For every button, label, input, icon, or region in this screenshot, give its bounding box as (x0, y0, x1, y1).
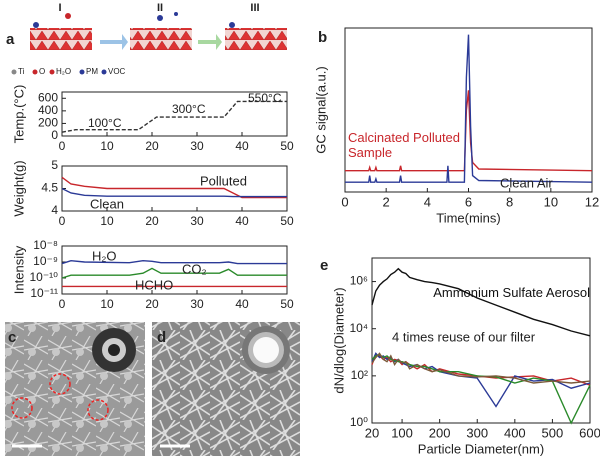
x-tick-label: 30 (190, 214, 204, 228)
series-line (345, 34, 593, 183)
legend-text: Ti (18, 67, 25, 76)
x-axis-label: Time(mins) (436, 210, 501, 225)
series-line (61, 267, 287, 279)
y-tick-label: 10⁻⁹ (33, 254, 58, 268)
y-tick-label: 4.5 (41, 181, 58, 195)
x-tick-label: 0 (59, 214, 66, 228)
legend-text: PM (86, 67, 98, 76)
panel-label: e (320, 257, 328, 274)
y-axis-label: Temp.(°C) (11, 85, 26, 144)
x-tick-label: 10 (100, 139, 114, 153)
x-axis-label: Particle Diameter(nm) (418, 441, 544, 456)
x-tick-label: 300 (466, 425, 488, 440)
label-box: Ammonium Sulfate Aerosol (433, 285, 590, 300)
schematic (11, 12, 287, 75)
series-label: Clean (90, 196, 124, 211)
plot-frame (371, 257, 591, 424)
x-tick-label: 40 (235, 214, 249, 228)
annotation: 550°C (248, 91, 282, 105)
x-tick-label: 100 (391, 425, 413, 440)
series-line (61, 187, 287, 198)
x-tick-label: 30 (190, 297, 204, 311)
x-tick-label: 12 (585, 194, 599, 209)
x-tick-label: 10 (544, 194, 558, 209)
x-tick-label: 40 (235, 139, 249, 153)
y-tick-label: 10⁻⁸ (33, 238, 58, 252)
x-tick-label: 4 (424, 194, 431, 209)
annotation: 100°C (88, 116, 122, 130)
legend-text: VOC (108, 67, 126, 76)
x-tick-label: 20 (145, 214, 159, 228)
x-tick-label: 20 (365, 425, 379, 440)
series-line (371, 353, 591, 386)
y-axis-label: Weight(g) (11, 160, 26, 216)
y-tick-label: 10⁰ (350, 415, 368, 429)
y-tick-label: 600 (38, 90, 58, 104)
x-tick-label: 2 (383, 194, 390, 209)
x-tick-label: 500 (542, 425, 564, 440)
y-axis-label: Intensity (11, 245, 26, 294)
panel-label: a (6, 31, 15, 48)
x-tick-label: 40 (235, 297, 249, 311)
panel-label: b (318, 29, 327, 46)
series-label: Calcinated Polluted Sample (348, 130, 461, 160)
panel-label: d (157, 329, 166, 346)
series-line (371, 353, 591, 425)
plot-frame (61, 245, 288, 295)
x-tick-label: 10 (100, 297, 114, 311)
series-line (61, 259, 287, 265)
series-line (61, 176, 287, 199)
step-label: II (157, 2, 163, 14)
y-tick-label: 5 (51, 158, 58, 172)
y-axis-label: GC signal(a.u.) (313, 66, 328, 153)
x-tick-label: 50 (280, 214, 294, 228)
series-line (371, 267, 591, 337)
series-line (371, 352, 591, 384)
plot-frame (61, 91, 288, 137)
x-tick-label: 50 (280, 139, 294, 153)
series-label: Clean Air (500, 175, 553, 190)
y-tick-label: 400 (38, 103, 58, 117)
x-tick-label: 200 (429, 425, 451, 440)
x-tick-label: 6 (465, 194, 472, 209)
panel-label: c (8, 329, 16, 346)
annotation: 300°C (172, 102, 206, 116)
series-label: Polluted (200, 173, 247, 188)
step-label: I (58, 2, 61, 14)
x-tick-label: 400 (504, 425, 526, 440)
x-tick-label: 0 (341, 194, 348, 209)
series-label: Ammonium Sulfate Aerosol (433, 285, 590, 300)
y-tick-label: 4 (51, 203, 58, 217)
y-tick-label: 10⁶ (350, 274, 368, 288)
y-tick-label: 200 (38, 116, 58, 130)
x-tick-label: 10 (100, 214, 114, 228)
y-tick-label: 0 (51, 128, 58, 142)
y-tick-label: 10⁴ (349, 321, 368, 335)
series-label: HCHO (135, 277, 173, 292)
y-tick-label: 10⁻¹¹ (30, 286, 58, 300)
y-axis-label: dN/dlog(Diameter) (331, 287, 346, 393)
x-tick-label: 20 (145, 297, 159, 311)
x-tick-label: 0 (59, 139, 66, 153)
step-label: III (250, 2, 259, 14)
series-label: CO₂ (182, 261, 207, 276)
x-tick-label: 20 (145, 139, 159, 153)
x-tick-label: 8 (506, 194, 513, 209)
x-tick-label: 50 (280, 297, 294, 311)
legend-text: O (39, 67, 45, 76)
x-tick-label: 0 (59, 297, 66, 311)
x-tick-label: 30 (190, 139, 204, 153)
label-box: Calcinated Polluted Sample (348, 130, 461, 160)
series-line (61, 100, 287, 133)
sem-image-d (152, 322, 300, 456)
x-tick-label: 600 (579, 425, 600, 440)
series-label: H₂O (92, 248, 117, 263)
annotation: 4 times reuse of our filter (392, 329, 536, 344)
y-tick-label: 10² (351, 368, 368, 382)
legend-text: H₂O (56, 67, 71, 76)
y-tick-label: 10⁻¹⁰ (30, 270, 59, 284)
sem-image-c (5, 322, 145, 456)
